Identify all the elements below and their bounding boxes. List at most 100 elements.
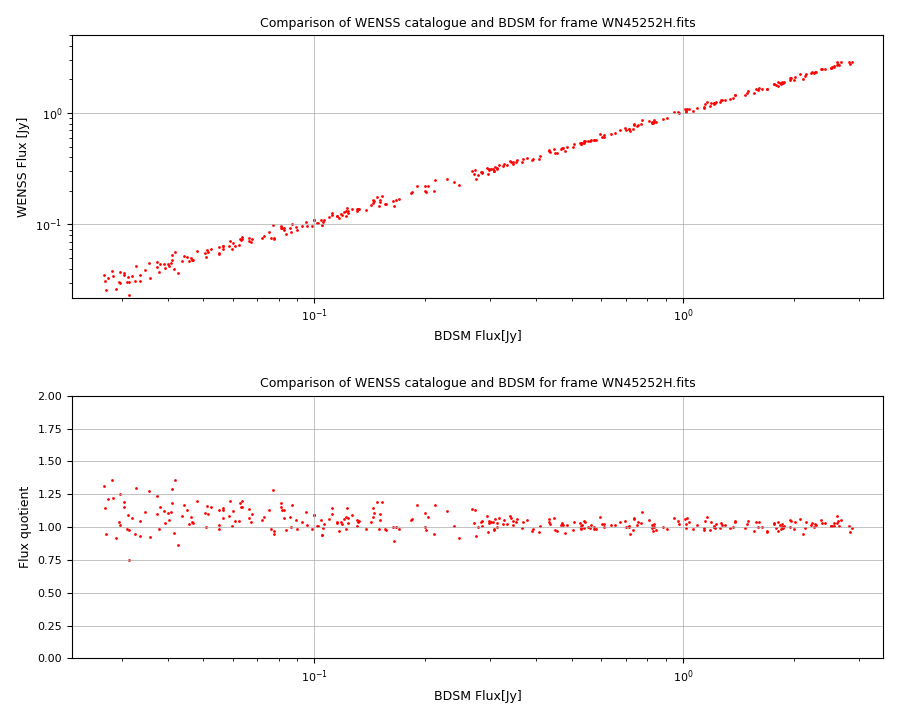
Point [622,123,636,135]
Point [618,516,633,527]
Point [138,506,152,518]
Point [373,508,387,520]
Point [769,522,783,534]
Point [788,516,802,528]
Point [760,84,774,95]
Point [164,506,178,518]
Point [574,521,589,532]
Point [244,516,258,528]
Point [369,192,383,203]
Point [706,97,721,109]
Point [482,526,496,537]
Point [316,217,330,228]
Point [366,503,381,514]
Point [783,75,797,86]
Point [322,513,337,525]
Point [421,181,436,192]
Point [525,154,539,166]
Point [686,523,700,534]
Point [112,519,127,531]
Point [755,522,770,534]
Point [299,507,313,518]
Point [475,166,490,177]
Point [542,145,556,157]
Point [373,194,387,206]
Point [589,135,603,146]
Point [707,97,722,109]
Point [132,269,147,281]
Point [577,135,591,146]
Point [634,118,648,130]
Point [626,119,641,130]
Point [807,66,822,78]
Point [212,241,226,253]
Point [199,521,213,533]
Point [773,77,788,89]
Point [500,518,515,530]
Point [232,233,247,245]
Point [122,289,136,300]
Point [279,228,293,240]
Point [337,207,351,218]
Point [428,499,442,510]
Point [574,519,589,531]
Point [806,521,821,533]
Point [105,265,120,276]
Point [340,207,355,219]
Point [775,76,789,88]
Point [807,518,822,530]
Point [290,523,304,534]
Point [274,502,288,513]
Point [405,186,419,197]
Point [505,158,519,170]
Point [644,519,659,531]
Point [120,276,134,287]
Point [105,474,120,486]
Point [644,117,659,128]
Point [667,107,681,118]
Point [255,232,269,243]
Point [427,528,441,540]
Point [367,507,382,518]
Point [164,257,178,269]
Point [266,220,280,231]
Point [97,269,112,281]
Point [225,243,239,255]
Point [160,258,175,269]
Point [386,521,400,533]
Point [405,513,419,524]
Point [418,185,432,197]
Point [533,520,547,531]
Point [741,86,755,97]
Point [475,516,490,527]
Point [129,482,143,494]
Point [767,518,781,530]
Point [495,161,509,172]
Point [487,523,501,535]
Point [324,207,338,218]
Point [418,508,432,519]
Point [338,210,353,222]
Point [234,234,248,246]
Point [235,232,249,243]
Point [587,523,601,534]
Point [212,248,226,260]
Point [364,199,379,211]
Point [340,517,355,528]
Point [245,233,259,244]
Point [504,156,518,167]
Point [566,524,580,536]
Point [330,210,345,222]
Point [809,66,824,78]
Point [686,104,700,116]
Point [702,524,716,536]
Point [365,197,380,209]
Point [199,251,213,263]
Point [760,525,774,536]
Point [510,154,525,166]
Point [770,516,785,528]
Point [814,63,828,74]
Point [613,125,627,136]
Point [149,256,164,267]
Point [122,554,136,566]
